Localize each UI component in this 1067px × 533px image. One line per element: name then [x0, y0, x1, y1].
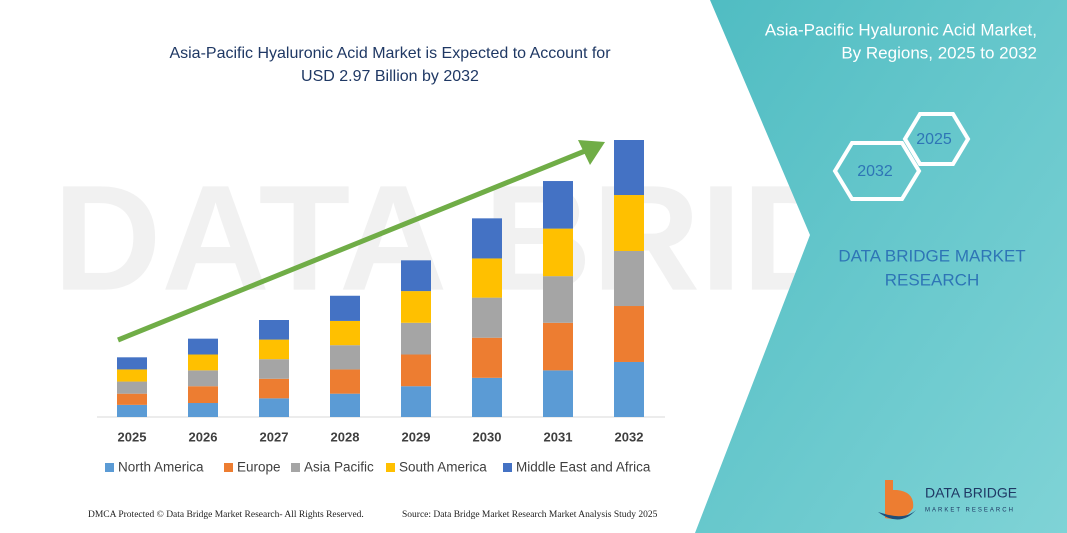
bar-segment — [472, 297, 502, 338]
hexagon — [902, 112, 971, 166]
bar-segment — [472, 218, 502, 259]
panel-title: Asia-Pacific Hyaluronic Acid Market, — [765, 20, 1037, 39]
bar-segment — [401, 260, 431, 292]
x-tick-label: 2026 — [189, 429, 218, 444]
bar-segment — [188, 403, 218, 417]
hexagon — [832, 141, 922, 201]
bar-segment — [543, 322, 573, 371]
bar-segment — [259, 320, 289, 340]
brand-text: RESEARCH — [885, 270, 979, 289]
bar-segment — [401, 322, 431, 355]
chart-title: USD 2.97 Billion by 2032 — [301, 68, 479, 85]
bar-segment — [543, 276, 573, 323]
bar-segment — [614, 250, 644, 307]
legend-label: North America — [118, 460, 204, 475]
bar-segment — [259, 378, 289, 399]
legend-label: Asia Pacific — [304, 460, 374, 475]
hex-label: 2032 — [857, 163, 893, 180]
bar-segment — [117, 357, 147, 370]
bar-segment — [117, 381, 147, 394]
legend-swatch — [291, 463, 300, 472]
x-tick-label: 2027 — [260, 429, 289, 444]
bar-segment — [472, 377, 502, 417]
bar-segment — [614, 361, 644, 417]
bar-segment — [614, 140, 644, 196]
bar-segment — [401, 354, 431, 387]
bar-segment — [401, 291, 431, 323]
bar-segment — [117, 404, 147, 417]
bar-segment — [330, 369, 360, 394]
bar-segment — [188, 354, 218, 371]
x-tick-label: 2031 — [544, 429, 573, 444]
footer-note: DMCA Protected © Data Bridge Market Rese… — [88, 509, 364, 520]
logo-text: DATA BRIDGE — [925, 485, 1017, 501]
x-tick-label: 2030 — [473, 429, 502, 444]
x-tick-label: 2029 — [402, 429, 431, 444]
legend-swatch — [224, 463, 233, 472]
x-tick-label: 2032 — [615, 429, 644, 444]
bar-segment — [543, 228, 573, 277]
bar-segment — [330, 320, 360, 346]
bar-segment — [330, 345, 360, 370]
logo-subtext: MARKET RESEARCH — [925, 508, 1015, 514]
panel-title: By Regions, 2025 to 2032 — [841, 43, 1037, 62]
bar-segment — [543, 370, 573, 417]
logo-mark — [878, 510, 916, 520]
bar-segment — [472, 258, 502, 298]
legend-label: Europe — [237, 460, 281, 475]
trend-arrow — [117, 148, 586, 343]
bar-segment — [472, 337, 502, 378]
bar-segment — [117, 393, 147, 405]
bar-segment — [188, 338, 218, 355]
side-panel — [695, 0, 1067, 533]
plot: 2025 2026 2027 2028 2029 2030 2031 2032 North Am… — [105, 140, 651, 475]
brand-text: DATA BRIDGE MARKET — [838, 246, 1025, 265]
bar-segment — [259, 398, 289, 417]
chart-title: Asia-Pacific Hyaluronic Acid Market is E… — [169, 45, 611, 62]
bar-segment — [330, 295, 360, 321]
logo-mark — [885, 480, 914, 519]
bar-segment — [259, 339, 289, 360]
bar-segment — [401, 386, 431, 417]
bar-segment — [330, 393, 360, 417]
x-tick-label: 2025 — [118, 429, 147, 444]
legend-label: South America — [399, 460, 487, 475]
bar-segment — [543, 181, 573, 229]
bar-segment — [259, 359, 289, 379]
hex-label: 2025 — [916, 131, 952, 148]
legend-label: Middle East and Africa — [516, 460, 651, 475]
footer-source: Source: Data Bridge Market Research Mark… — [402, 510, 658, 520]
bar-segment — [188, 386, 218, 404]
legend-swatch — [386, 463, 395, 472]
legend-swatch — [503, 463, 512, 472]
legend-swatch — [105, 463, 114, 472]
bar-segment — [117, 369, 147, 382]
logo — [878, 480, 916, 520]
arrow-head — [578, 140, 605, 165]
x-tick-label: 2028 — [331, 429, 360, 444]
bar-segment — [614, 195, 644, 251]
bar-segment — [188, 370, 218, 387]
bar-segment — [614, 306, 644, 362]
